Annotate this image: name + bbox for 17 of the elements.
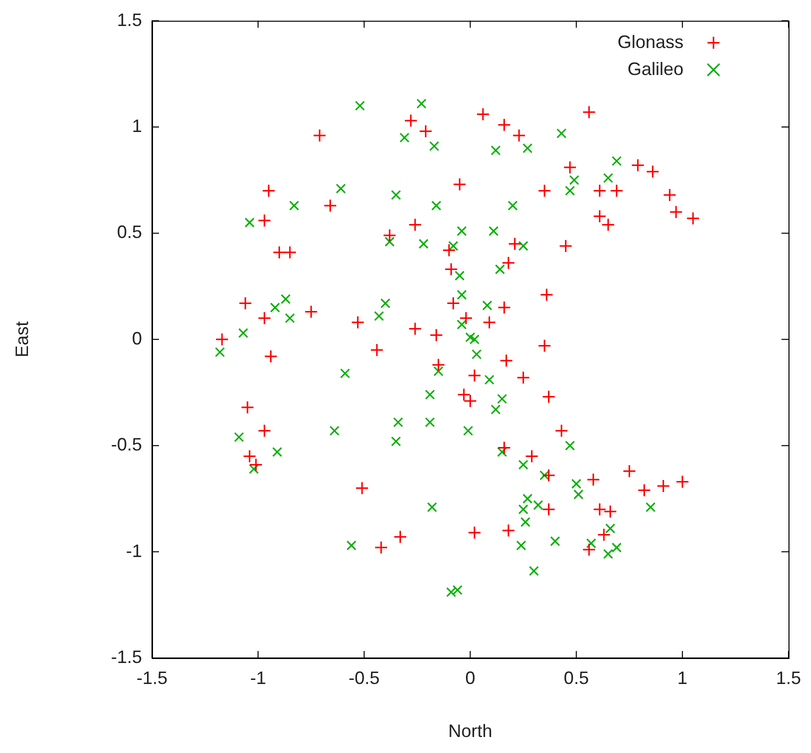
x-tick-label: 0.5	[564, 668, 589, 688]
legend-label: Galileo	[627, 58, 684, 79]
y-tick-label: -1.5	[110, 646, 142, 667]
x-axis-title: North	[448, 721, 492, 742]
y-tick-label: 0.5	[116, 222, 142, 242]
y-tick-label: 1.5	[116, 10, 142, 30]
x-tick-label: 1	[677, 668, 688, 688]
y-axis-title: East	[12, 321, 32, 358]
legend-label: Glonass	[617, 32, 684, 52]
x-tick-label: 1.5	[776, 668, 802, 688]
x-tick-label: -0.5	[348, 668, 380, 688]
x-tick-label: 0	[465, 668, 476, 688]
x-tick-label: -1	[250, 668, 266, 688]
y-tick-label: 0	[132, 328, 142, 348]
y-tick-label: -0.5	[110, 434, 142, 455]
y-tick-label: 1	[132, 116, 142, 136]
y-tick-label: -1	[126, 540, 142, 561]
